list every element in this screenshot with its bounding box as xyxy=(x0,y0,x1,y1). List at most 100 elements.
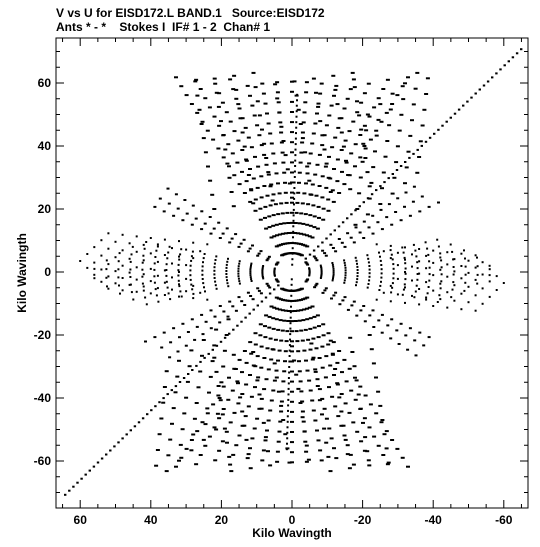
uv-point xyxy=(253,198,258,201)
uv-point xyxy=(396,251,399,254)
uv-point xyxy=(315,378,320,381)
uv-point xyxy=(253,155,257,158)
uv-point xyxy=(214,259,217,261)
uv-point xyxy=(189,264,192,267)
uv-point xyxy=(305,234,309,237)
uv-point xyxy=(467,271,470,274)
uv-point xyxy=(427,286,430,288)
uv-point xyxy=(156,260,159,263)
uv-point xyxy=(228,300,232,303)
uv-point xyxy=(237,265,240,268)
uv-point xyxy=(269,183,274,186)
uv-point xyxy=(394,211,398,213)
uv-point xyxy=(289,322,292,325)
uv-point xyxy=(390,253,393,256)
uv-point xyxy=(275,91,280,94)
uv-point xyxy=(446,291,449,294)
uv-point xyxy=(261,421,266,424)
uv-point xyxy=(338,303,342,306)
uv-point xyxy=(283,232,288,235)
uv-point xyxy=(308,317,313,320)
uv-point xyxy=(232,328,235,331)
uv-point xyxy=(432,261,435,264)
uv-point xyxy=(231,305,235,308)
uv-point xyxy=(201,269,204,272)
uv-point xyxy=(337,396,342,399)
uv-point xyxy=(418,248,421,250)
uv-point xyxy=(184,344,188,347)
uv-point xyxy=(356,275,359,278)
uv-point xyxy=(200,210,204,213)
uv-point xyxy=(357,192,362,195)
uv-point xyxy=(414,249,417,252)
uv-point xyxy=(418,331,422,334)
uv-point xyxy=(128,242,131,245)
uv-point xyxy=(176,207,180,210)
uv-point xyxy=(318,92,323,95)
uv-point xyxy=(316,439,321,442)
uv-point xyxy=(439,282,442,285)
uv-point xyxy=(180,295,183,298)
uv-point xyxy=(248,341,253,344)
uv-point xyxy=(313,173,318,176)
uv-point xyxy=(263,436,268,439)
uv-point xyxy=(253,332,258,335)
uv-point xyxy=(410,119,414,122)
uv-point xyxy=(281,161,286,164)
uv-point xyxy=(311,132,316,135)
uv-point xyxy=(135,266,138,269)
uv-point xyxy=(236,103,241,106)
uv-point xyxy=(276,297,281,300)
uv-point xyxy=(262,185,267,187)
uv-point xyxy=(226,260,229,263)
uv-point xyxy=(463,249,465,252)
uv-point xyxy=(295,126,298,129)
uv-point xyxy=(367,115,372,118)
uv-point xyxy=(357,114,362,117)
uv-point xyxy=(189,449,194,452)
uv-point xyxy=(390,192,395,195)
uv-point xyxy=(301,121,306,124)
uv-point xyxy=(371,232,375,235)
uv-point xyxy=(388,108,393,111)
uv-point xyxy=(389,300,392,303)
uv-point xyxy=(320,271,323,274)
uv-point xyxy=(390,318,394,321)
uv-point xyxy=(416,267,419,270)
uv-point xyxy=(200,228,204,231)
uv-point xyxy=(408,327,412,330)
uv-point xyxy=(245,457,250,460)
uv-point xyxy=(324,287,328,290)
uv-point xyxy=(237,434,242,437)
uv-point xyxy=(261,271,264,274)
uv-point xyxy=(142,259,145,262)
uv-point xyxy=(331,200,336,203)
uv-point xyxy=(191,288,194,291)
uv-point xyxy=(240,149,245,151)
uv-point xyxy=(206,243,209,246)
uv-point xyxy=(379,208,383,211)
uv-point xyxy=(363,320,367,323)
uv-point xyxy=(318,449,323,452)
uv-point xyxy=(185,277,188,280)
uv-point xyxy=(297,171,302,174)
uv-point xyxy=(191,250,194,253)
uv-point xyxy=(171,288,173,291)
uv-point xyxy=(427,336,431,339)
uv-point xyxy=(380,187,384,190)
uv-point xyxy=(157,433,162,436)
uv-point xyxy=(343,245,347,248)
uv-point xyxy=(449,116,452,119)
uv-point xyxy=(314,194,319,197)
uv-point xyxy=(260,82,265,85)
uv-point xyxy=(352,300,356,303)
uv-point xyxy=(317,153,322,156)
uv-point xyxy=(285,330,290,333)
uv-point xyxy=(495,275,498,278)
uv-point xyxy=(305,165,310,168)
uv-point xyxy=(258,218,263,221)
uv-point xyxy=(68,489,71,492)
uv-point xyxy=(428,279,431,282)
uv-point xyxy=(354,226,358,229)
uv-point xyxy=(362,145,367,147)
